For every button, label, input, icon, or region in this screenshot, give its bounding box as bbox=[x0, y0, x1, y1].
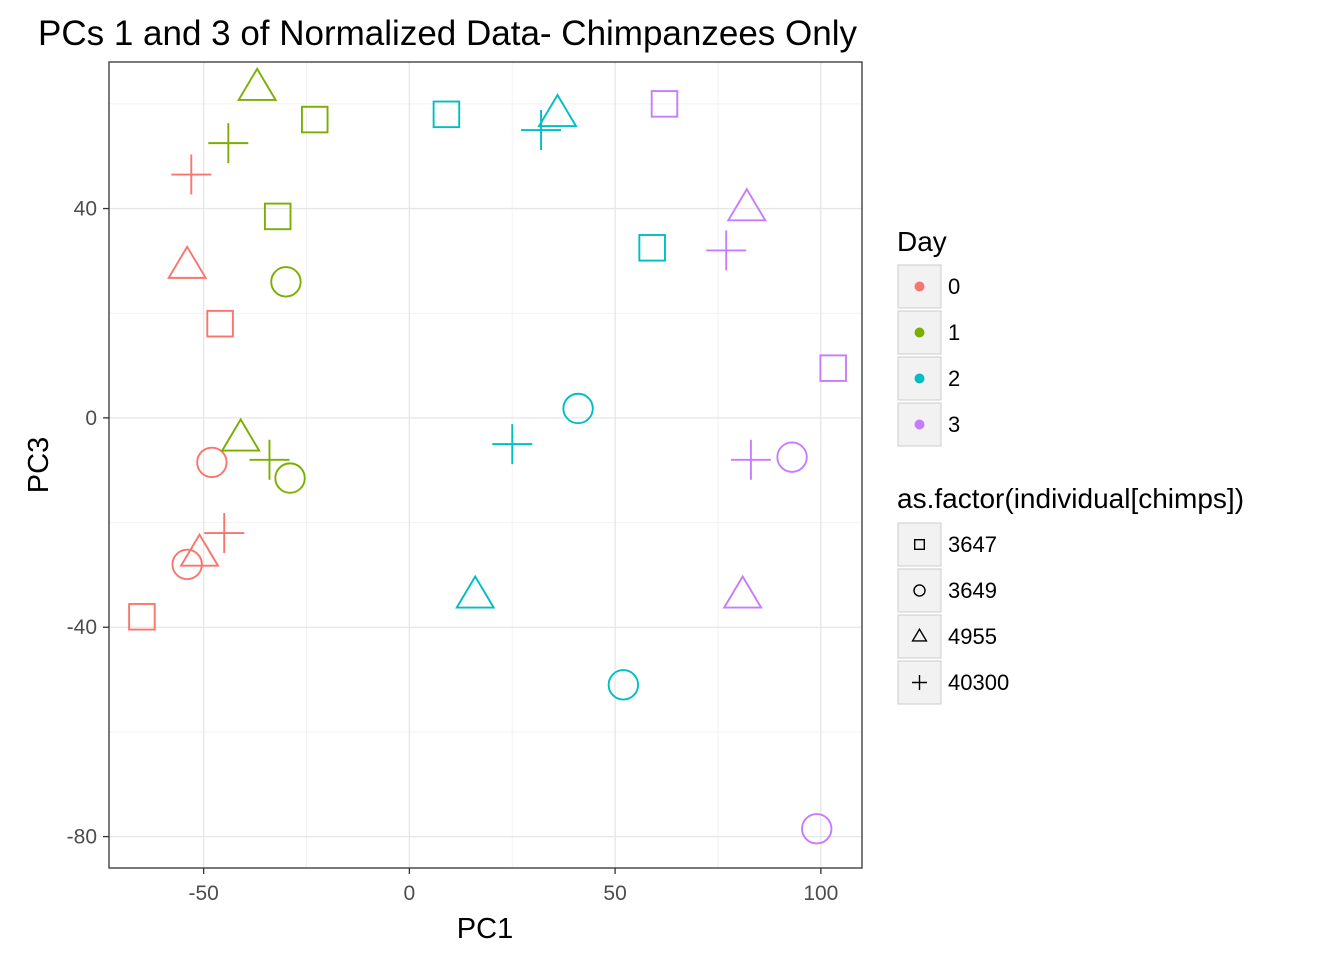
y-tick-label: 0 bbox=[85, 407, 97, 430]
legend-color-label: 2 bbox=[948, 366, 960, 391]
legend-color-swatch bbox=[914, 373, 925, 384]
legend-shape-label: 3649 bbox=[948, 578, 997, 603]
legend-shape-circle-icon bbox=[913, 584, 926, 597]
point-square-day-0 bbox=[206, 309, 234, 338]
legend-key-bg bbox=[896, 613, 943, 660]
point-plus-day-0 bbox=[171, 154, 212, 195]
point-plus-day-2 bbox=[492, 424, 533, 465]
legend-key-frame bbox=[897, 522, 942, 567]
point-square-day-1 bbox=[300, 105, 329, 134]
point-square-day-2 bbox=[432, 100, 461, 129]
plot-panel-border bbox=[108, 61, 863, 869]
legend-key-frame bbox=[897, 310, 942, 355]
legend-key-frame bbox=[897, 660, 942, 705]
point-triangle-day-1 bbox=[220, 417, 261, 452]
point-plus-day-0 bbox=[204, 513, 245, 554]
point-triangle-day-2 bbox=[455, 574, 496, 609]
legend-color-swatch bbox=[914, 327, 925, 338]
point-plus-day-2 bbox=[521, 110, 562, 151]
point-triangle-day-0 bbox=[167, 244, 208, 279]
point-triangle-day-2 bbox=[537, 93, 578, 128]
legend-key-bg bbox=[896, 567, 943, 614]
y-axis-title: PC3 bbox=[23, 437, 55, 493]
point-square-day-3 bbox=[819, 354, 847, 382]
x-tick-label: 0 bbox=[404, 882, 416, 905]
point-triangle-day-1 bbox=[236, 66, 278, 101]
legend-key-bg bbox=[896, 521, 943, 568]
point-plus-day-1 bbox=[208, 123, 249, 164]
x-tick-label: -50 bbox=[188, 882, 218, 905]
chart-title: PCs 1 and 3 of Normalized Data- Chimpanz… bbox=[38, 14, 857, 53]
x-tick-label: 100 bbox=[803, 882, 838, 905]
legend-color-swatch bbox=[914, 419, 925, 430]
legend-key-frame bbox=[897, 264, 942, 309]
data-points bbox=[128, 66, 847, 845]
point-plus-day-1 bbox=[249, 439, 290, 480]
legend-color-swatch bbox=[914, 281, 925, 292]
day-legend-title: Day bbox=[897, 226, 947, 257]
individual-legend: as.factor(individual[chimps]) 3647 3649 49… bbox=[896, 483, 1244, 706]
legend-shape-label: 4955 bbox=[948, 624, 997, 649]
individual-legend-title: as.factor(individual[chimps]) bbox=[897, 483, 1244, 514]
legend-key-frame bbox=[897, 402, 942, 447]
x-tick-label: 50 bbox=[603, 882, 626, 905]
plot-panel bbox=[108, 61, 863, 869]
legend-color-label: 3 bbox=[948, 412, 960, 437]
point-square-day-3 bbox=[650, 90, 679, 118]
x-axis: -50 0 50 100 bbox=[188, 868, 838, 905]
legend-key-frame bbox=[897, 568, 942, 613]
point-triangle-day-3 bbox=[726, 187, 767, 222]
legend-shape-label: 3647 bbox=[948, 532, 997, 557]
point-triangle-day-3 bbox=[722, 574, 763, 609]
point-circle-day-2 bbox=[607, 669, 640, 701]
point-circle-day-0 bbox=[196, 446, 228, 479]
legend-shape-label: 40300 bbox=[948, 670, 1009, 695]
day-legend: Day 0 1 2 3 bbox=[896, 226, 960, 448]
point-square-day-1 bbox=[263, 202, 292, 231]
point-circle-day-1 bbox=[270, 266, 302, 298]
point-plus-day-3 bbox=[730, 439, 771, 480]
plot-panel-background bbox=[109, 62, 862, 868]
legend-color-label: 1 bbox=[948, 320, 960, 345]
grid-lines bbox=[109, 62, 862, 868]
point-circle-day-0 bbox=[171, 548, 203, 581]
x-axis-title: PC1 bbox=[457, 913, 513, 945]
legend-shape-triangle-icon bbox=[911, 627, 928, 642]
point-circle-day-1 bbox=[274, 462, 306, 494]
legend-key-frame bbox=[897, 356, 942, 401]
point-plus-day-3 bbox=[706, 230, 747, 271]
point-circle-day-2 bbox=[562, 392, 594, 425]
legend-shape-plus-icon bbox=[912, 675, 927, 690]
y-axis: -80 -40 0 40 bbox=[67, 198, 109, 849]
y-tick-label: 40 bbox=[74, 198, 97, 221]
legend-shape-square-icon bbox=[914, 539, 926, 551]
point-circle-day-3 bbox=[776, 441, 808, 473]
y-tick-label: -80 bbox=[67, 826, 97, 849]
legend-key-frame bbox=[897, 614, 942, 659]
point-triangle-day-0 bbox=[179, 532, 220, 567]
y-tick-label: -40 bbox=[67, 616, 97, 639]
point-square-day-2 bbox=[638, 234, 666, 262]
point-square-day-0 bbox=[128, 603, 156, 631]
legend-color-label: 0 bbox=[948, 274, 960, 299]
point-circle-day-3 bbox=[801, 813, 833, 845]
